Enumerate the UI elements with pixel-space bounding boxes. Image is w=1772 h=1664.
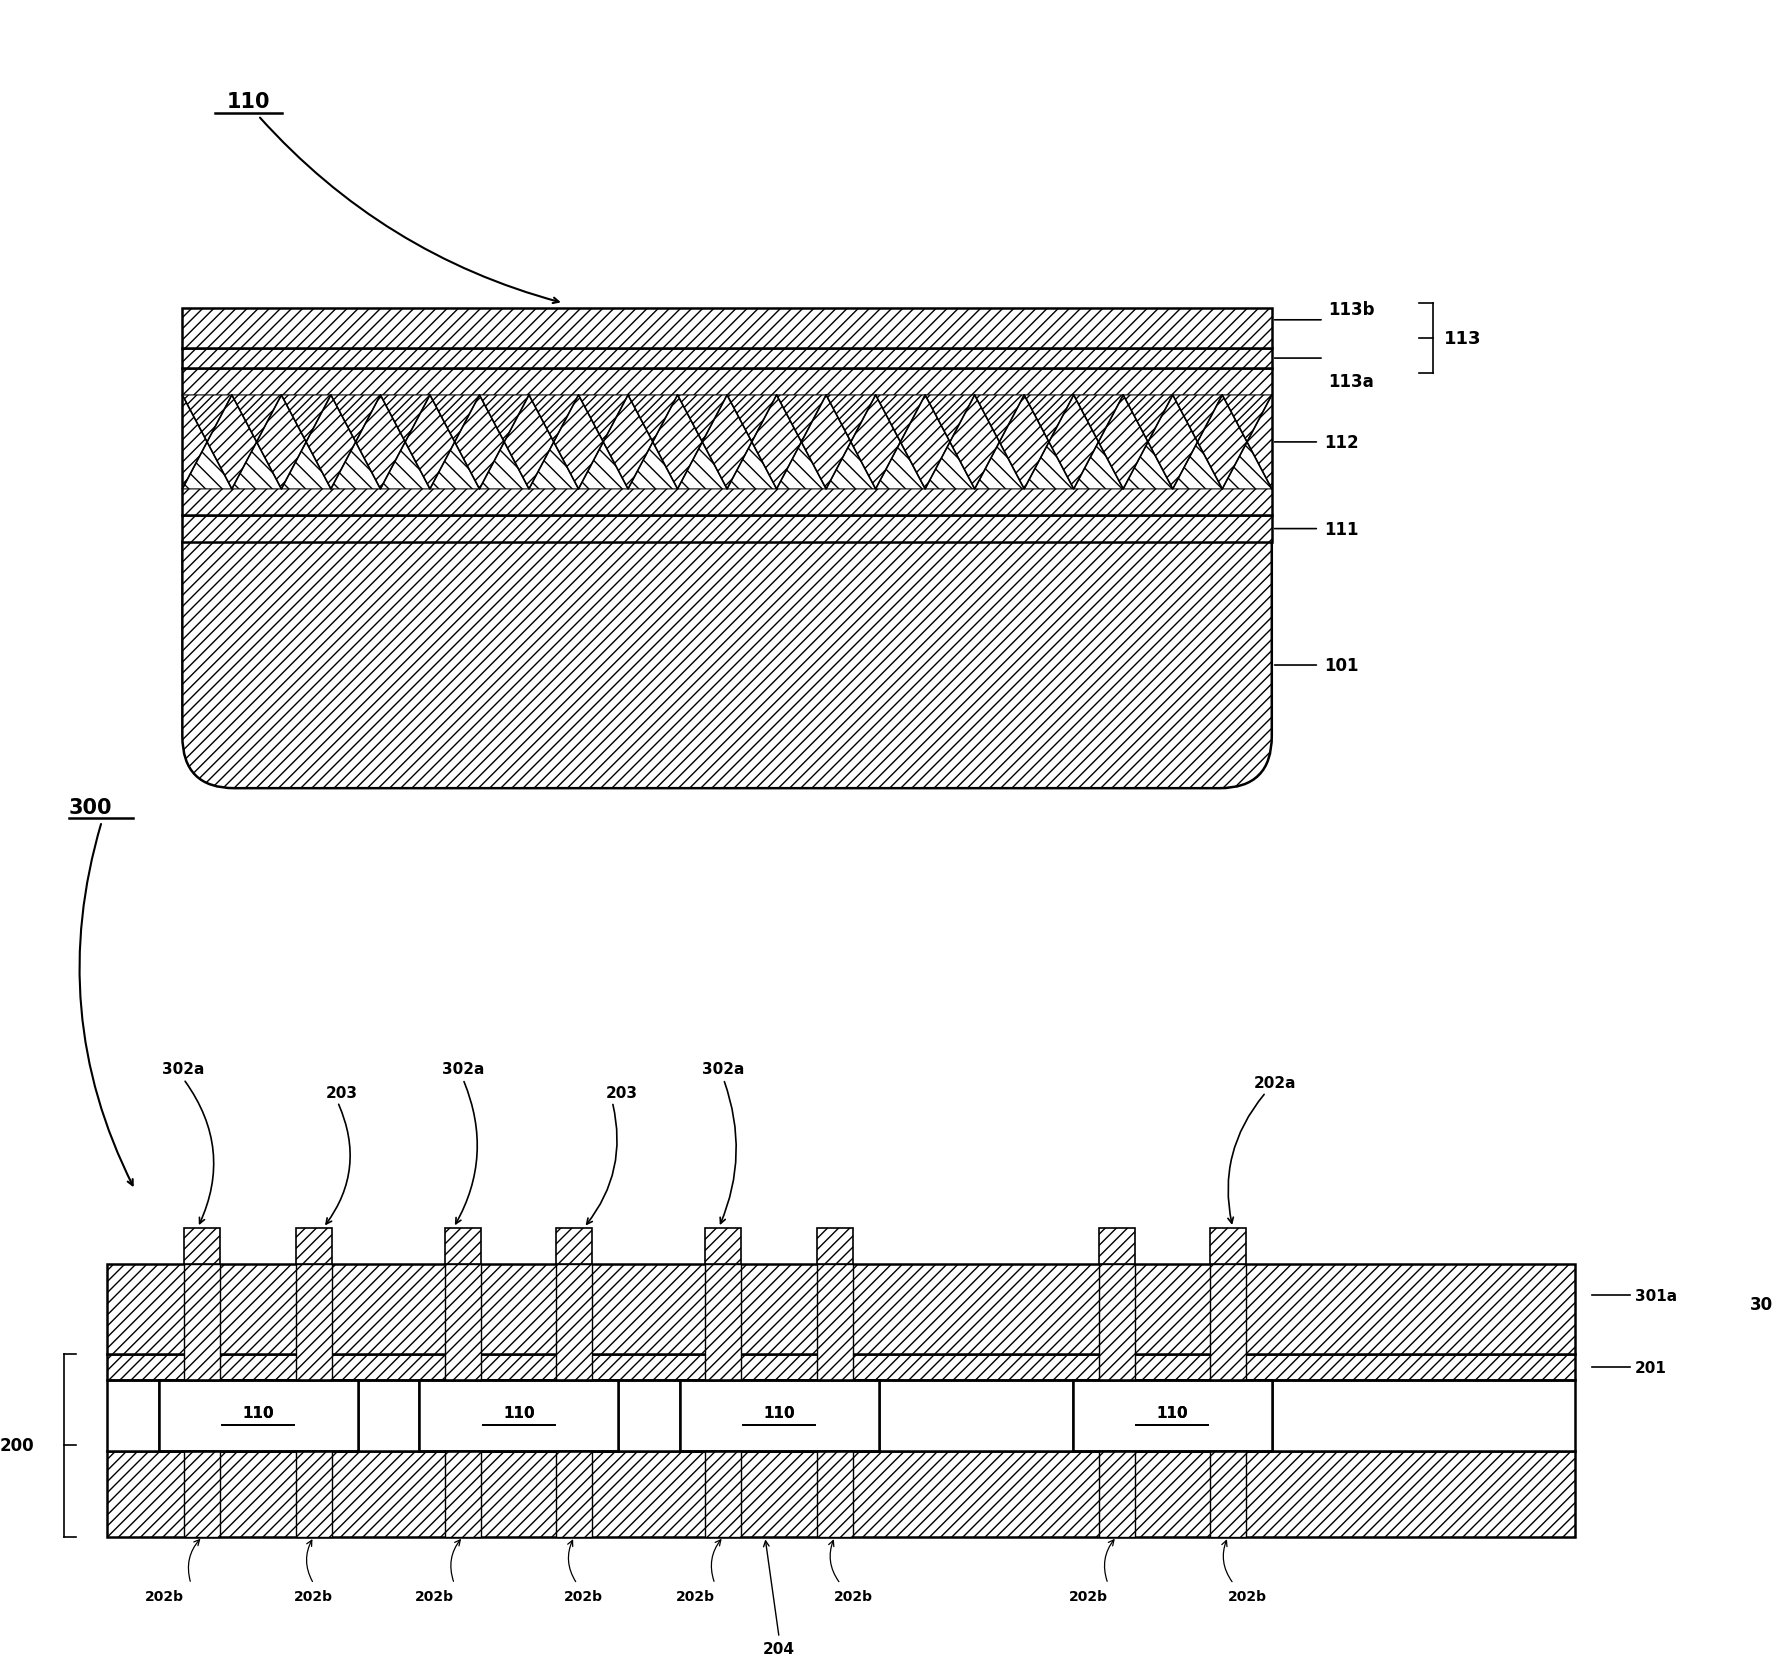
Bar xyxy=(183,369,1272,516)
Bar xyxy=(680,1381,879,1451)
Text: 113: 113 xyxy=(1444,329,1481,348)
Text: 110: 110 xyxy=(764,1404,796,1419)
Bar xyxy=(184,1265,220,1381)
Bar xyxy=(106,1451,1575,1536)
Bar xyxy=(1099,1228,1134,1265)
Text: 202b: 202b xyxy=(1069,1589,1108,1602)
Bar xyxy=(1210,1451,1246,1536)
Bar xyxy=(183,348,1272,369)
Text: 110: 110 xyxy=(243,1404,275,1419)
Bar xyxy=(556,1451,592,1536)
Text: 202b: 202b xyxy=(145,1589,184,1602)
Bar xyxy=(1099,1265,1134,1381)
Bar xyxy=(159,1381,358,1451)
Bar xyxy=(106,1381,1575,1451)
Text: 110: 110 xyxy=(1157,1404,1189,1419)
Bar xyxy=(1210,1265,1246,1381)
Text: 110: 110 xyxy=(503,1404,535,1419)
Text: 302a: 302a xyxy=(441,1062,484,1077)
Bar xyxy=(556,1265,592,1381)
Text: 111: 111 xyxy=(1324,521,1359,537)
Text: 302a: 302a xyxy=(163,1062,204,1077)
Text: 202a: 202a xyxy=(1255,1075,1297,1090)
Bar xyxy=(705,1228,741,1265)
Text: 202b: 202b xyxy=(294,1589,333,1602)
Bar xyxy=(184,1228,220,1265)
Bar xyxy=(705,1451,741,1536)
Text: 101: 101 xyxy=(1324,657,1359,674)
Polygon shape xyxy=(183,396,1272,443)
Bar xyxy=(106,1381,1575,1451)
Bar xyxy=(1072,1381,1272,1451)
Text: 202b: 202b xyxy=(1228,1589,1267,1602)
Bar xyxy=(184,1451,220,1536)
Bar xyxy=(817,1451,852,1536)
Bar xyxy=(680,1381,879,1451)
Text: 204: 204 xyxy=(764,1641,796,1656)
Text: 300: 300 xyxy=(69,797,112,817)
Bar xyxy=(106,1265,1575,1354)
Bar xyxy=(445,1265,480,1381)
Text: 110: 110 xyxy=(1157,1404,1189,1419)
Bar xyxy=(183,516,1272,542)
Polygon shape xyxy=(183,443,1272,489)
Bar xyxy=(159,1381,358,1451)
Text: 301a: 301a xyxy=(1634,1288,1676,1303)
Text: 202b: 202b xyxy=(675,1589,714,1602)
Text: 302a: 302a xyxy=(702,1062,744,1077)
Text: 203: 203 xyxy=(326,1085,358,1100)
Bar xyxy=(445,1228,480,1265)
PathPatch shape xyxy=(183,542,1272,789)
Bar xyxy=(296,1228,331,1265)
Bar xyxy=(817,1228,852,1265)
Text: 200: 200 xyxy=(0,1436,34,1454)
Bar xyxy=(445,1451,480,1536)
Text: 113b: 113b xyxy=(1329,301,1375,318)
Bar xyxy=(556,1228,592,1265)
Bar xyxy=(420,1381,618,1451)
Text: 202b: 202b xyxy=(415,1589,454,1602)
Bar xyxy=(106,1354,1575,1381)
Text: 301: 301 xyxy=(1751,1295,1772,1313)
Bar xyxy=(420,1381,618,1451)
Bar xyxy=(296,1265,331,1381)
Text: 110: 110 xyxy=(227,92,271,111)
Text: 203: 203 xyxy=(606,1085,638,1100)
Text: 201: 201 xyxy=(1634,1359,1666,1374)
Bar xyxy=(817,1265,852,1381)
Bar xyxy=(1072,1381,1272,1451)
Text: 202b: 202b xyxy=(835,1589,874,1602)
Bar xyxy=(1099,1451,1134,1536)
Text: 110: 110 xyxy=(503,1404,535,1419)
Bar xyxy=(183,310,1272,348)
Text: 202b: 202b xyxy=(563,1589,602,1602)
Bar xyxy=(705,1265,741,1381)
Text: 110: 110 xyxy=(243,1404,275,1419)
Text: 110: 110 xyxy=(764,1404,796,1419)
Text: 112: 112 xyxy=(1324,434,1359,451)
Bar xyxy=(1210,1228,1246,1265)
Text: 113a: 113a xyxy=(1329,373,1375,391)
Bar xyxy=(296,1451,331,1536)
